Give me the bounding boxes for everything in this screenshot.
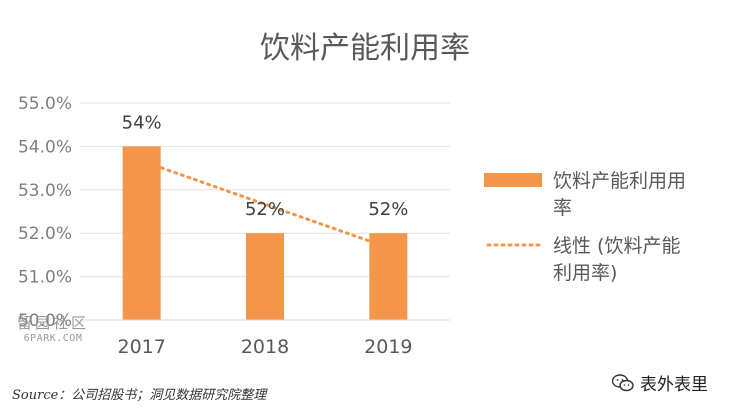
brand: 表外表里 xyxy=(612,370,708,395)
watermark-en: 6PARK.COM xyxy=(23,333,83,344)
watermark: 留园社区 6PARK.COM xyxy=(10,312,96,344)
y-axis: 50.0% 51.0% 52.0% 53.0% 54.0% 55.0% xyxy=(18,94,72,331)
legend-label-2: 利用率) xyxy=(553,262,617,284)
y-tick-label: 51.0% xyxy=(18,268,72,288)
bar-2017 xyxy=(122,146,161,320)
brand-name: 表外表里 xyxy=(640,375,708,395)
x-tick-label-2017: 2017 xyxy=(117,336,165,358)
source-note: Source：公司招股书；洞见数据研究院整理 xyxy=(12,388,267,403)
legend-swatch-bar xyxy=(484,173,542,187)
data-label-2018: 52% xyxy=(245,199,285,220)
x-axis: 2017 2018 2019 xyxy=(80,319,450,358)
legend-label-2: 线性 (饮料产能 xyxy=(553,235,680,257)
data-label-2017: 54% xyxy=(122,112,162,133)
data-label-2019: 52% xyxy=(368,199,408,220)
x-tick-label-2018: 2018 xyxy=(241,336,289,358)
chart-title: 饮料产能利用率 xyxy=(260,31,470,66)
wechat-icon xyxy=(612,373,634,391)
watermark-cn: 留园社区 xyxy=(16,314,89,332)
legend-label-1: 率 xyxy=(553,197,572,219)
x-tick-label-2019: 2019 xyxy=(364,336,412,358)
data-labels: 54% 52% 52% xyxy=(122,112,409,220)
y-tick-label: 52.0% xyxy=(18,224,72,244)
bars xyxy=(122,146,408,320)
y-tick-label: 55.0% xyxy=(18,94,72,114)
y-tick-label: 50.0% xyxy=(18,311,72,331)
trendline xyxy=(140,159,390,250)
bar-2018 xyxy=(246,233,284,320)
legend-label-1: 饮料产能利用用 xyxy=(553,170,686,192)
y-tick-label: 53.0% xyxy=(18,181,72,201)
trendline-line xyxy=(140,159,390,250)
y-tick-label: 54.0% xyxy=(18,137,72,157)
